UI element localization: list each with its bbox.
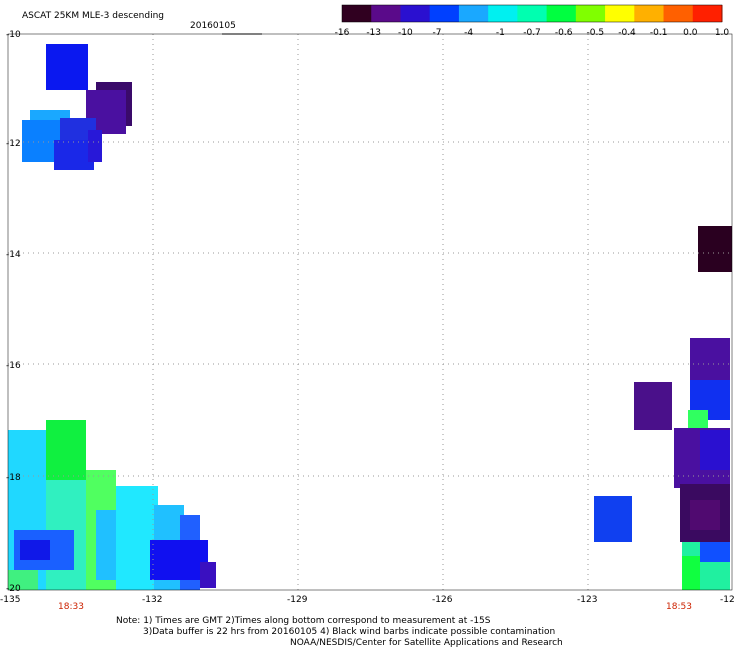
colorbar-swatch — [692, 5, 723, 22]
colorbar-swatch — [517, 5, 548, 22]
swath-cell — [88, 130, 102, 162]
colorbar-swatch — [371, 5, 401, 22]
colorbar-swatch — [342, 5, 372, 22]
time-label: 18:33 — [58, 602, 84, 612]
colorbar-label: -0.1 — [650, 28, 668, 38]
colorbar-label: -0.7 — [523, 28, 541, 38]
colorbar-label: -1 — [496, 28, 505, 38]
swath-cell — [96, 510, 116, 580]
x-tick-label: -123 — [577, 595, 597, 605]
colorbar-label: -10 — [398, 28, 413, 38]
colorbar-label: -0.5 — [587, 28, 605, 38]
x-tick-label: -132 — [142, 595, 162, 605]
y-tick-label: -16 — [6, 361, 21, 371]
x-tick-label: -129 — [287, 595, 308, 605]
note-line-3: NOAA/NESDIS/Center for Satellite Applica… — [290, 638, 563, 648]
colorbar-label: -4 — [464, 28, 473, 38]
data-swaths — [8, 44, 732, 590]
swath-cell — [700, 430, 730, 470]
colorbar-swatch — [429, 5, 460, 22]
swath-cell — [200, 562, 216, 588]
colorbar-swatch — [400, 5, 431, 22]
colorbar-label: -0.4 — [618, 28, 636, 38]
colorbar-label: -16 — [335, 28, 350, 38]
colorbar-frame — [341, 4, 723, 23]
swath-cell — [54, 140, 94, 170]
y-tick-label: -12 — [6, 139, 21, 149]
swath-cell — [690, 500, 720, 530]
swath-cell — [594, 496, 632, 542]
grid-lines — [8, 34, 732, 590]
plot-frame — [7, 33, 733, 591]
y-tick-label: -20 — [6, 584, 21, 594]
colorbar: -16 -13 -10 -7 -4 -1 -0.7 -0.6 -0.5 -0.4 -0.1 0.0 1.… — [335, 4, 730, 38]
colorbar-swatch — [663, 5, 694, 22]
swath-cell — [20, 540, 50, 560]
note-line-1: Note: 1) Times are GMT 2)Times along bot… — [116, 616, 491, 626]
colorbar-swatch — [605, 5, 635, 22]
colorbar-label: -0.6 — [555, 28, 573, 38]
colorbar-swatch — [546, 5, 577, 22]
x-tick-label: -126 — [432, 595, 453, 605]
swath-cell — [690, 338, 730, 388]
colorbar-swatch — [634, 5, 665, 22]
swath-cell — [46, 44, 88, 90]
colorbar-swatch — [488, 5, 518, 22]
colorbar-label: -7 — [433, 28, 442, 38]
swath-cell — [150, 540, 208, 580]
colorbar-label: 1.0 — [715, 28, 730, 38]
note-line-2: 3)Data buffer is 22 hrs from 20160105 4)… — [143, 627, 556, 637]
y-tick-label: -10 — [6, 30, 21, 40]
colorbar-label: -13 — [366, 28, 381, 38]
colorbar-swatch — [575, 5, 606, 22]
swath-cell — [688, 410, 708, 430]
swath-cell — [46, 420, 86, 480]
y-tick-label: -14 — [6, 250, 21, 260]
colorbar-swatch — [458, 5, 489, 22]
swath-cell — [700, 542, 730, 562]
y-tick-label: -18 — [6, 473, 21, 483]
swath-cell — [8, 570, 38, 590]
map-title: ASCAT 25KM MLE-3 descending — [22, 11, 164, 21]
swath-cell — [698, 226, 732, 272]
x-tick-label: -135 — [0, 595, 20, 605]
colorbar-label: 0.0 — [683, 28, 698, 38]
time-label: 18:53 — [666, 602, 692, 612]
x-tick-label: -12 — [720, 595, 735, 605]
swath-cell — [682, 556, 700, 590]
map-date: 20160105 — [190, 21, 236, 31]
swath-cell — [634, 382, 672, 430]
